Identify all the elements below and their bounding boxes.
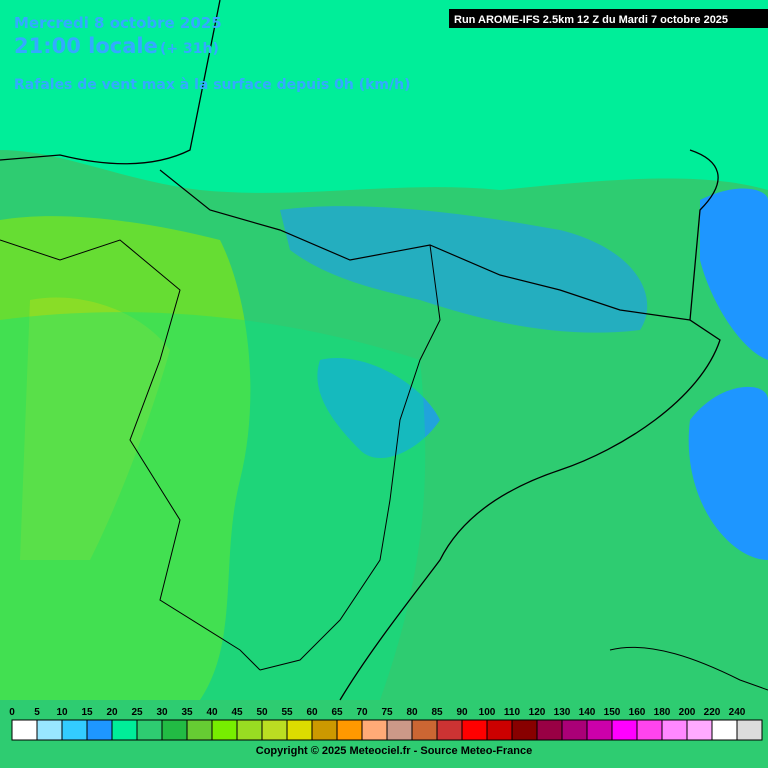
legend-swatch — [36, 719, 63, 741]
sea-balearic — [688, 386, 768, 560]
legend-swatch — [311, 719, 338, 741]
legend-swatch — [361, 719, 388, 741]
legend-swatch — [211, 719, 238, 741]
legend-label: 10 — [56, 707, 68, 718]
legend-label: 75 — [381, 707, 393, 718]
legend-label: 15 — [81, 707, 93, 718]
legend-label: 0 — [9, 707, 15, 718]
legend-swatch — [611, 719, 638, 741]
legend-label: 30 — [156, 707, 168, 718]
legend-swatch — [586, 719, 613, 741]
copyright: Copyright © 2025 Meteociel.fr - Source M… — [256, 745, 532, 757]
legend-swatch — [686, 719, 713, 741]
legend-label: 35 — [181, 707, 193, 718]
legend-label: 140 — [579, 707, 596, 718]
legend-label: 55 — [281, 707, 293, 718]
date-label: Mercredi 8 octobre 2025 — [14, 14, 222, 32]
land-central — [0, 312, 426, 700]
legend-label: 90 — [456, 707, 468, 718]
legend-swatch — [11, 719, 38, 741]
legend-swatch — [386, 719, 413, 741]
legend-label: 200 — [679, 707, 696, 718]
wind-zone-pyrenees — [280, 206, 648, 333]
legend-swatch — [261, 719, 288, 741]
legend-swatch — [86, 719, 113, 741]
sea-gulf-lion — [700, 188, 768, 360]
legend-label: 240 — [729, 707, 746, 718]
run-banner — [449, 9, 768, 28]
coastline-islands — [609, 646, 768, 691]
legend-label: 65 — [331, 707, 343, 718]
legend-swatch — [236, 719, 263, 741]
coastline-north — [0, 0, 221, 165]
border-region — [259, 244, 441, 671]
legend-swatch — [336, 719, 363, 741]
legend: 0 5 10 15 20 25 30 35 40 45 50 55 60 65 70 75 80 85 90 100 1… — [9, 707, 763, 741]
legend-swatch — [286, 719, 313, 741]
legend-swatch — [536, 719, 563, 741]
legend-swatch — [711, 719, 738, 741]
legend-swatch — [486, 719, 513, 741]
run-label: Run AROME-IFS 2.5km 12 Z du Mardi 7 octo… — [454, 14, 728, 26]
legend-label: 120 — [529, 707, 546, 718]
legend-label: 130 — [554, 707, 571, 718]
coastline — [339, 149, 721, 701]
legend-label: 25 — [131, 707, 143, 718]
legend-swatch — [411, 719, 438, 741]
legend-label: 60 — [306, 707, 318, 718]
legend-swatch — [511, 719, 538, 741]
lead-time-label: (+ 31h) — [160, 41, 219, 57]
legend-label: 5 — [34, 707, 40, 718]
legend-label: 70 — [356, 707, 368, 718]
legend-swatch — [436, 719, 463, 741]
legend-label: 150 — [604, 707, 621, 718]
legend-swatch — [636, 719, 663, 741]
legend-label: 220 — [704, 707, 721, 718]
legend-swatch — [186, 719, 213, 741]
legend-label: 100 — [479, 707, 496, 718]
legend-swatch — [461, 719, 488, 741]
border-region-west — [0, 239, 261, 671]
legend-label: 180 — [654, 707, 671, 718]
legend-label: 85 — [431, 707, 443, 718]
legend-label: 160 — [629, 707, 646, 718]
legend-swatch — [561, 719, 588, 741]
parameter-label: Rafales de vent max à la surface depuis … — [14, 77, 410, 93]
legend-label: 20 — [106, 707, 118, 718]
legend-swatch — [661, 719, 688, 741]
legend-swatch — [161, 719, 188, 741]
legend-swatch — [61, 719, 88, 741]
legend-label: 40 — [206, 707, 218, 718]
legend-label: 45 — [231, 707, 243, 718]
legend-label: 50 — [256, 707, 268, 718]
sea-north — [0, 0, 768, 193]
legend-label: 110 — [504, 707, 521, 718]
wind-zone-ebro — [317, 358, 440, 459]
legend-label: 80 — [406, 707, 418, 718]
legend-swatch — [736, 719, 763, 741]
legend-swatch — [136, 719, 163, 741]
legend-swatch — [111, 719, 138, 741]
land-west-high — [20, 297, 170, 560]
time-label: 21:00 locale — [14, 34, 158, 58]
